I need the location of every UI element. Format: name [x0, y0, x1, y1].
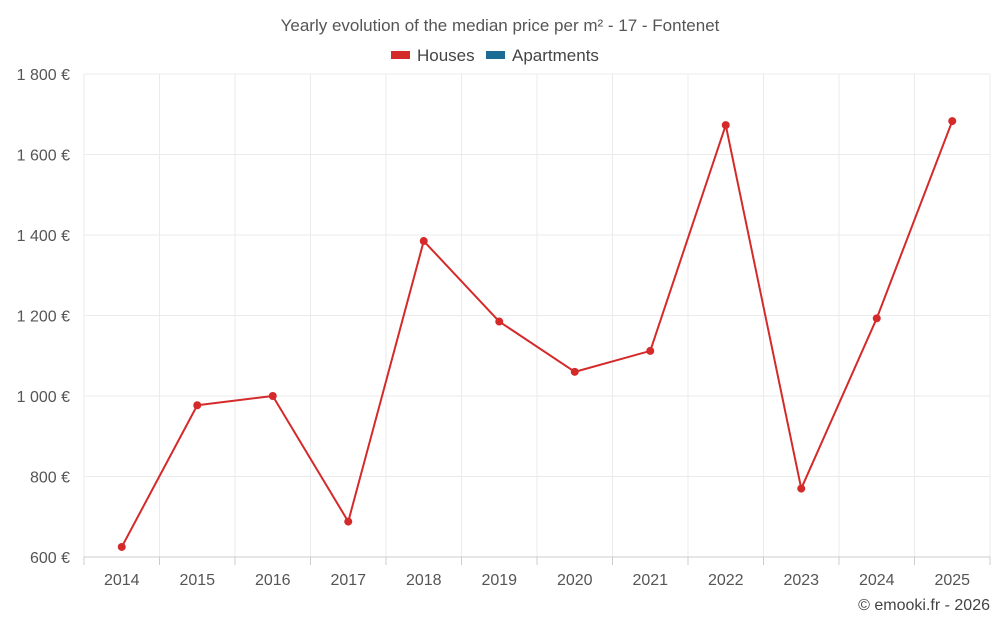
x-tick-label: 2025	[934, 572, 970, 589]
x-tick-label: 2016	[255, 572, 291, 589]
legend-swatch-apartments	[486, 51, 505, 59]
data-point[interactable]	[570, 367, 579, 376]
data-point[interactable]	[646, 346, 655, 355]
data-point[interactable]	[948, 117, 957, 126]
legend: Houses Apartments	[391, 46, 599, 65]
x-tick-label: 2024	[859, 572, 895, 589]
grid	[83, 73, 991, 557]
x-tick-label: 2014	[104, 572, 140, 589]
y-tick-label: 800 €	[30, 470, 70, 487]
legend-item-apartments[interactable]: Apartments	[486, 46, 599, 65]
data-point[interactable]	[419, 237, 428, 246]
data-point[interactable]	[268, 392, 277, 400]
y-tick-label: 1 400 €	[17, 228, 70, 245]
x-tick-label: 2019	[481, 572, 517, 589]
y-tick-label: 1 600 €	[17, 148, 70, 165]
data-point[interactable]	[117, 542, 126, 551]
data-point[interactable]	[193, 401, 202, 410]
x-tick-label: 2022	[708, 572, 744, 589]
axes: 600 € 800 € 1 000 € 1 200 € 1 400 € 1 600 € 1 …	[17, 67, 991, 589]
x-tick-label: 2017	[330, 572, 366, 589]
y-tick-label: 600 €	[30, 550, 70, 567]
legend-label-houses: Houses	[417, 46, 475, 65]
data-point[interactable]	[344, 517, 353, 526]
legend-item-houses[interactable]: Houses	[391, 46, 475, 65]
chart-title: Yearly evolution of the median price per…	[281, 16, 720, 35]
data-point[interactable]	[721, 121, 730, 130]
x-tick-label: 2021	[632, 572, 668, 589]
y-tick-label: 1 200 €	[17, 309, 70, 326]
legend-swatch-houses	[391, 51, 410, 59]
y-tick-label: 1 800 €	[17, 67, 70, 84]
data-point[interactable]	[797, 484, 806, 493]
x-tick-label: 2018	[406, 572, 442, 589]
legend-label-apartments: Apartments	[512, 46, 599, 65]
x-tick-label: 2015	[179, 572, 215, 589]
series-houses	[117, 117, 957, 551]
y-tick-label: 1 000 €	[17, 389, 70, 406]
x-tick-label: 2020	[557, 572, 593, 589]
x-tick-label: 2023	[783, 572, 819, 589]
data-point[interactable]	[872, 314, 881, 323]
credit: © emooki.fr - 2026	[858, 597, 990, 614]
series-line-houses	[120, 120, 954, 548]
data-point[interactable]	[495, 317, 504, 326]
